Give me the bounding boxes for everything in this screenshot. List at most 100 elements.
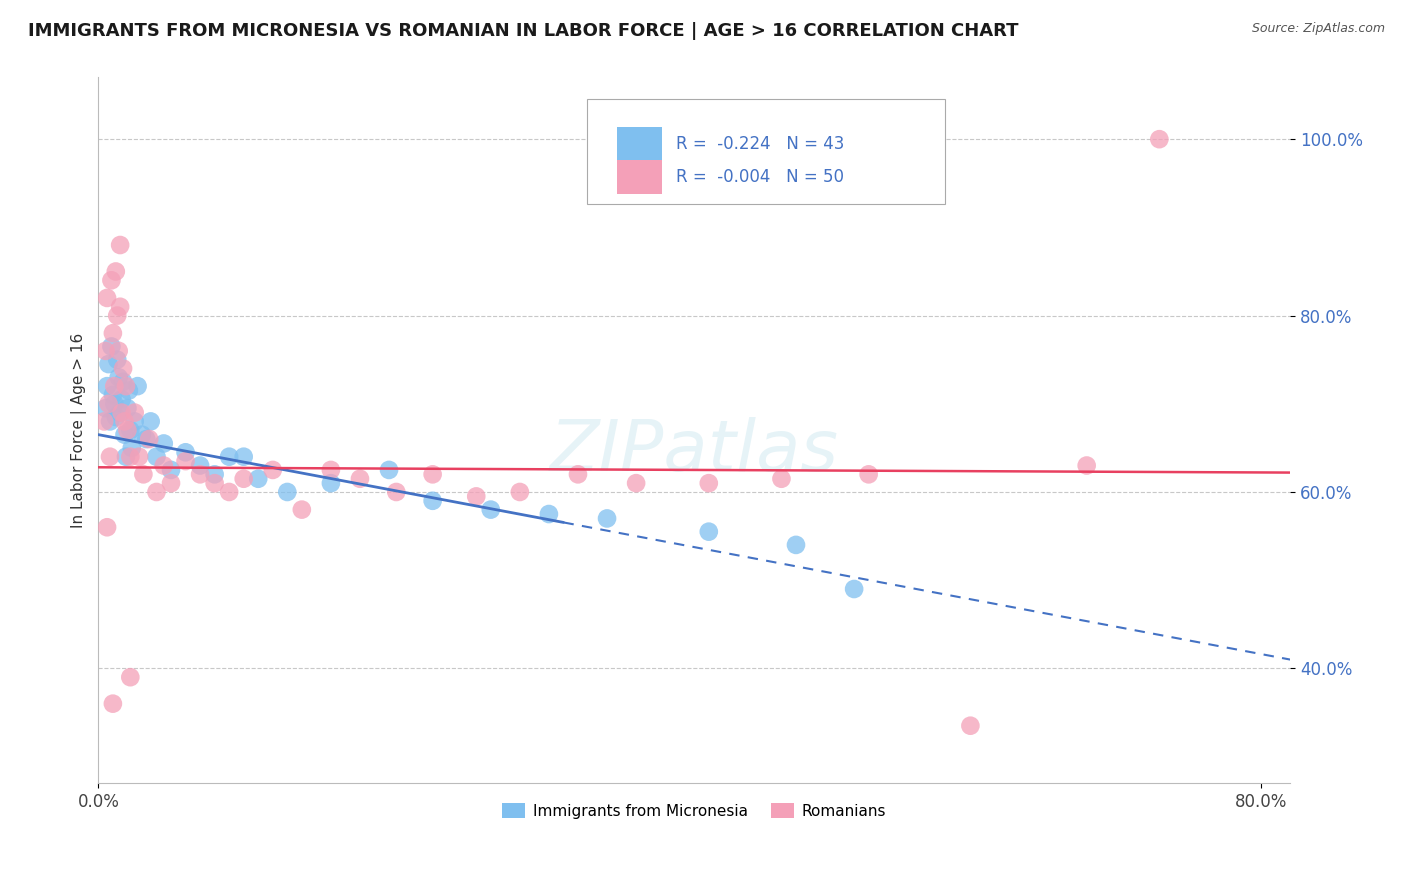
Point (770, 472, 793, 486)
Text: R =  -0.004   N = 50: R = -0.004 N = 50 (676, 169, 845, 186)
Point (104, 264, 127, 278)
Point (97, 397, 120, 411)
Legend: Immigrants from Micronesia, Romanians: Immigrants from Micronesia, Romanians (496, 797, 893, 825)
Point (218, 485, 240, 500)
Point (174, 445, 197, 459)
Point (204, 467, 226, 482)
Point (959, 719, 981, 733)
Point (96, 520, 118, 534)
Point (112, 375, 135, 389)
Point (624, 476, 647, 491)
Point (115, 450, 138, 464)
Point (319, 476, 342, 491)
Point (101, 388, 124, 402)
Point (138, 432, 160, 446)
Point (160, 463, 183, 477)
Point (131, 427, 153, 442)
Point (117, 401, 139, 416)
Point (120, 670, 142, 684)
Point (96, 291, 118, 305)
Point (1076, 458, 1098, 473)
Point (124, 414, 146, 428)
Point (108, 406, 131, 420)
Point (110, 406, 132, 420)
Y-axis label: In Labor Force | Age > 16: In Labor Force | Age > 16 (72, 333, 87, 528)
Point (94, 343, 117, 358)
Point (101, 326, 124, 341)
Point (93, 414, 115, 428)
FancyBboxPatch shape (617, 128, 662, 161)
Text: ZIPatlas: ZIPatlas (550, 417, 839, 486)
Point (188, 458, 211, 473)
Point (105, 352, 128, 367)
Point (124, 406, 146, 420)
Point (103, 379, 125, 393)
Point (152, 458, 174, 473)
Point (101, 697, 124, 711)
Point (97, 357, 120, 371)
Point (160, 476, 183, 491)
Point (98, 414, 121, 428)
Point (145, 485, 167, 500)
Point (567, 467, 589, 482)
Point (465, 489, 488, 503)
Point (117, 423, 139, 437)
Point (291, 502, 314, 516)
Point (218, 450, 240, 464)
Point (422, 493, 444, 508)
Point (145, 450, 167, 464)
Point (596, 511, 619, 525)
Point (121, 441, 143, 455)
Point (100, 273, 122, 287)
Point (100, 339, 122, 353)
Point (509, 485, 531, 500)
Point (842, 582, 865, 596)
Point (96, 379, 118, 393)
Point (114, 427, 136, 442)
Point (262, 463, 284, 477)
Point (115, 379, 138, 393)
Point (247, 472, 270, 486)
Point (174, 454, 197, 468)
Point (378, 463, 401, 477)
Point (108, 238, 131, 252)
Text: Source: ZipAtlas.com: Source: ZipAtlas.com (1251, 22, 1385, 36)
Point (479, 502, 502, 516)
Point (98, 450, 121, 464)
Point (385, 485, 408, 500)
Point (107, 370, 129, 384)
Point (232, 450, 254, 464)
Point (94, 401, 117, 416)
Point (103, 397, 125, 411)
Point (110, 392, 132, 407)
Point (118, 384, 141, 398)
FancyBboxPatch shape (617, 161, 662, 194)
Point (537, 507, 560, 521)
Point (132, 467, 155, 482)
Point (135, 432, 157, 446)
Point (105, 309, 128, 323)
Point (319, 463, 342, 477)
Point (422, 467, 444, 482)
Point (107, 343, 129, 358)
Point (114, 414, 136, 428)
Point (120, 423, 142, 437)
Point (128, 450, 150, 464)
Point (152, 436, 174, 450)
Point (858, 467, 880, 482)
Point (785, 538, 807, 552)
Point (204, 476, 226, 491)
Text: IMMIGRANTS FROM MICRONESIA VS ROMANIAN IN LABOR FORCE | AGE > 16 CORRELATION CHA: IMMIGRANTS FROM MICRONESIA VS ROMANIAN I… (28, 22, 1018, 40)
Point (276, 485, 298, 500)
Point (697, 524, 720, 539)
Point (188, 467, 211, 482)
Point (232, 472, 254, 486)
Point (112, 361, 135, 376)
Point (104, 410, 127, 425)
Point (697, 476, 720, 491)
Point (120, 450, 142, 464)
FancyBboxPatch shape (586, 99, 945, 204)
Point (108, 300, 131, 314)
Text: R =  -0.224   N = 43: R = -0.224 N = 43 (676, 136, 845, 153)
Point (349, 472, 371, 486)
